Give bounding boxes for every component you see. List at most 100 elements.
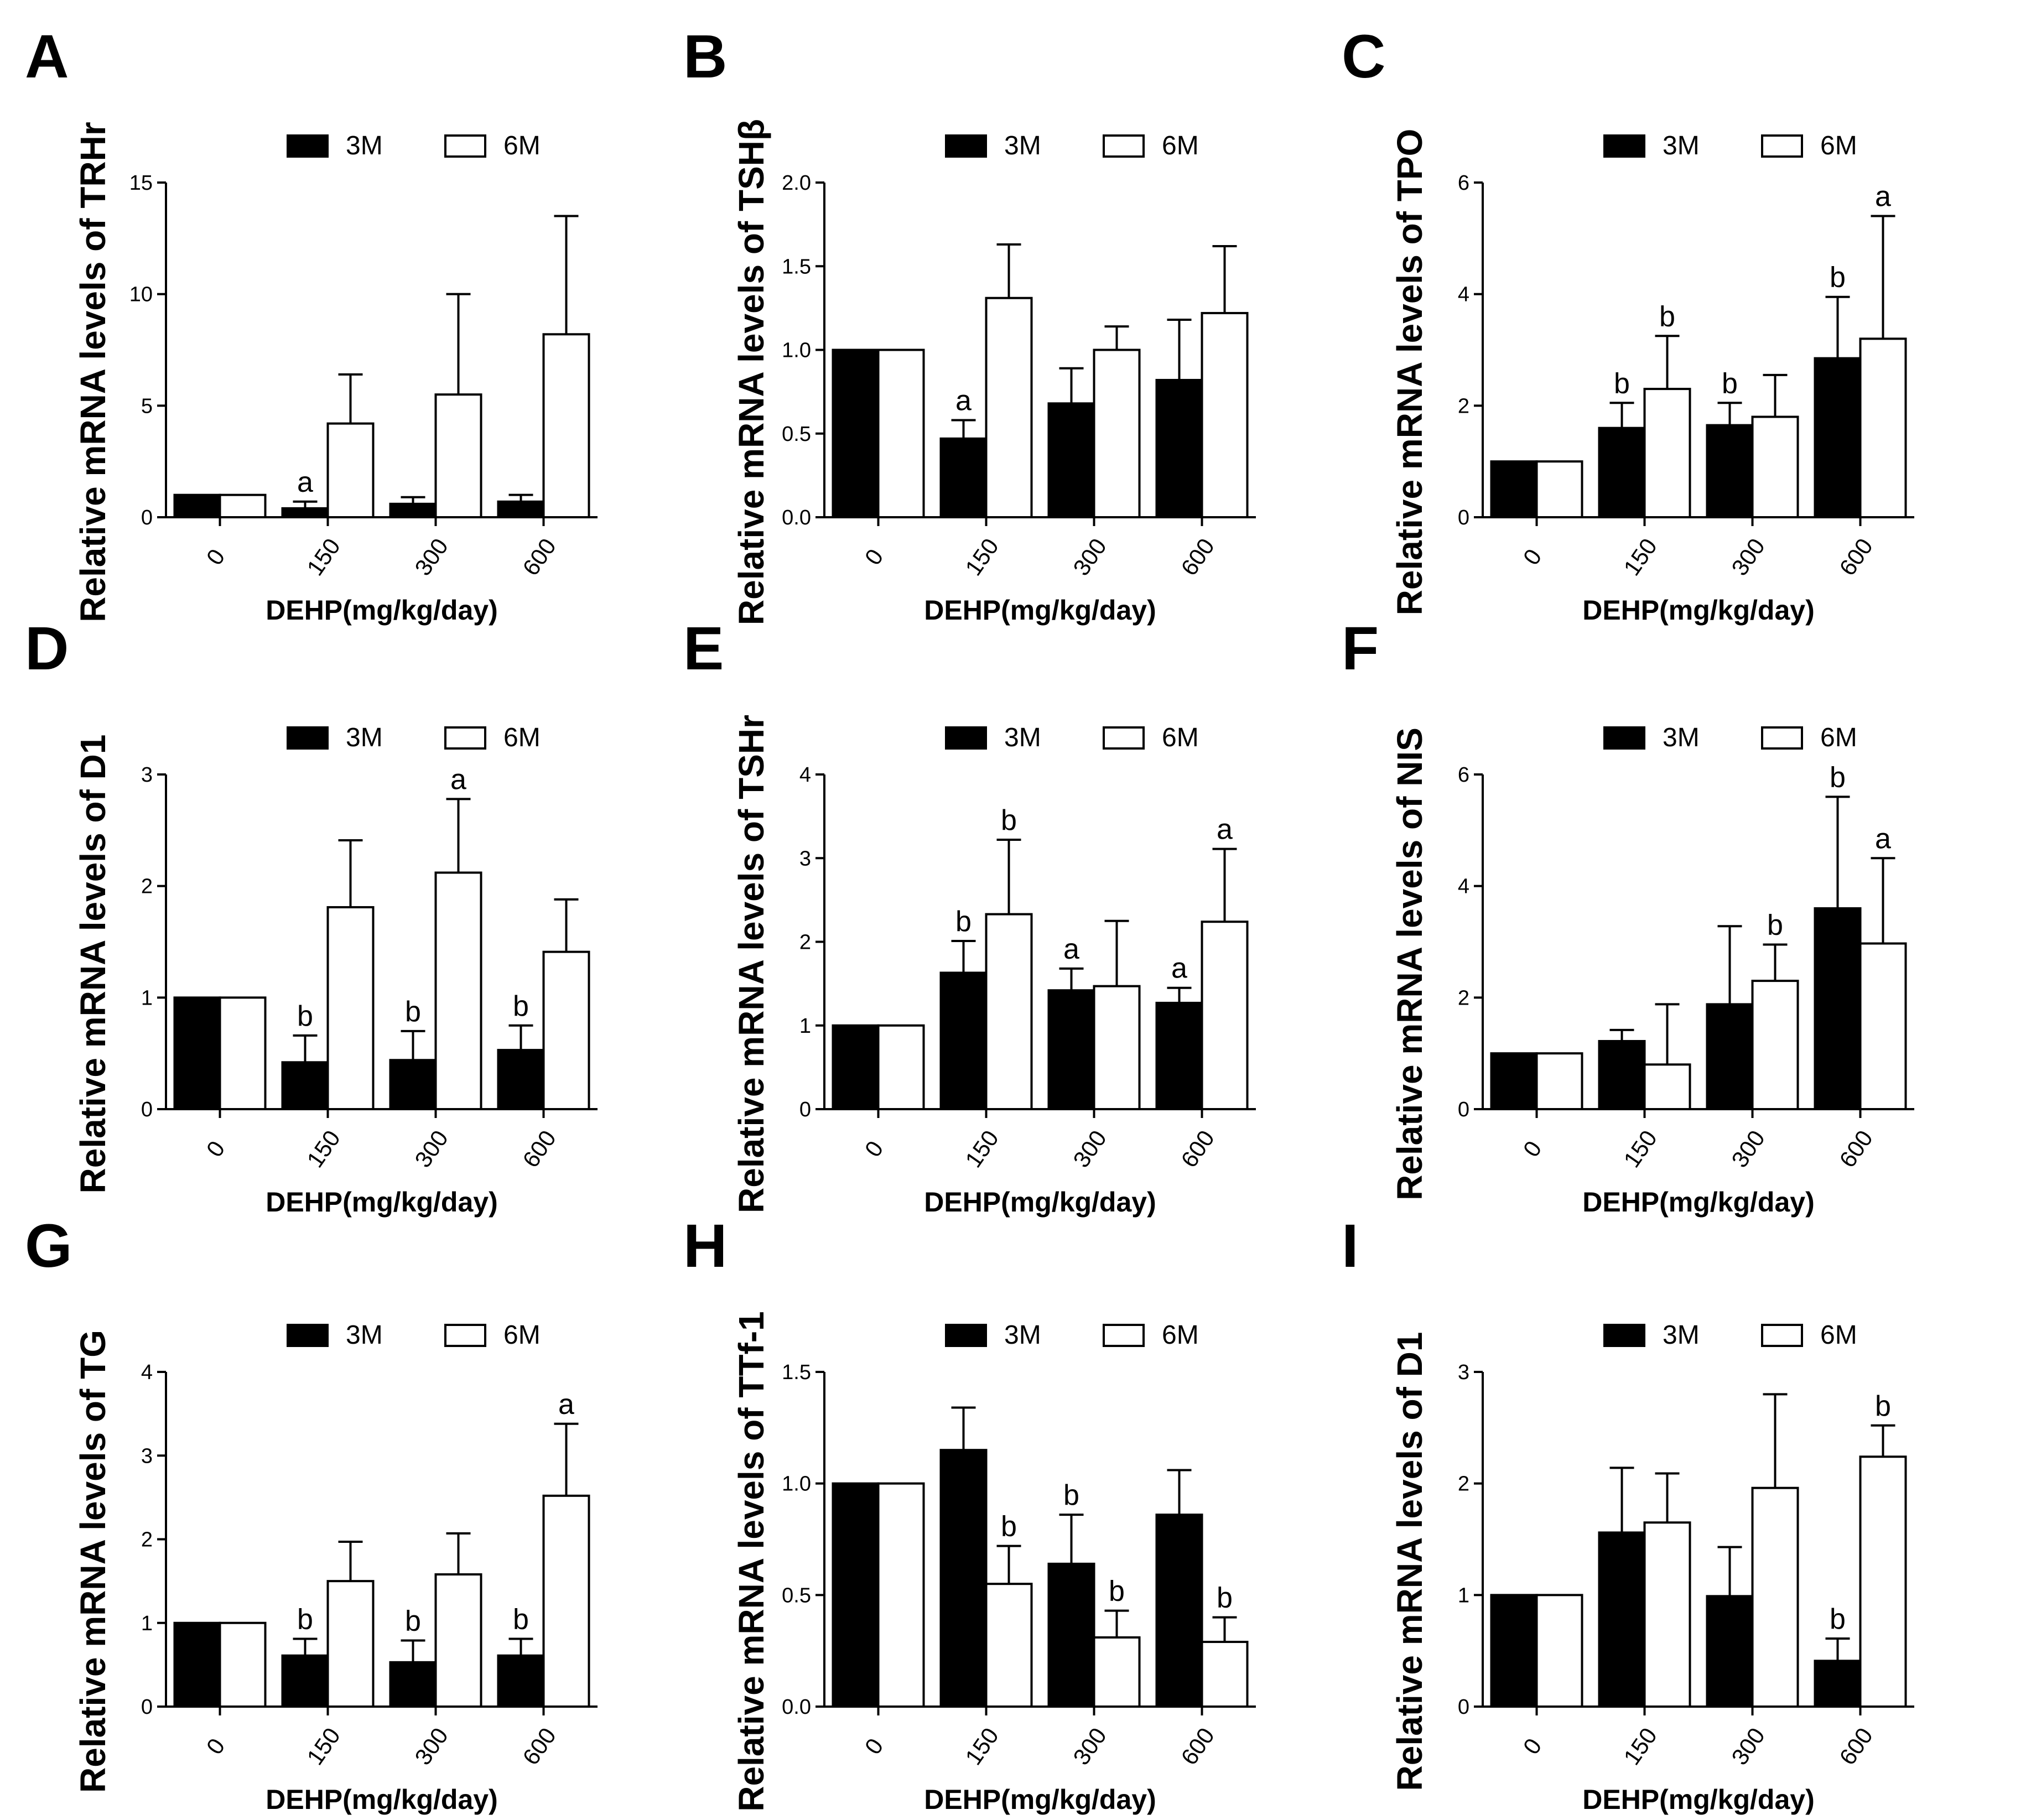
significance-letter: b [297,1000,313,1032]
x-tick-label: 600 [517,1126,561,1172]
bar-6m [1859,942,1907,1111]
x-tick-label: 600 [1176,534,1219,580]
bar-6m [219,493,267,519]
x-tick-label: 150 [302,1723,345,1770]
y-tick-label: 5 [141,394,153,418]
y-tick-label: 2.0 [782,171,811,195]
x-tick-label: 150 [302,1126,345,1172]
significance-letter: b [1875,1390,1891,1422]
significance-letter: a [955,385,972,417]
bar-3m [1047,402,1095,518]
bar-3m [497,1049,545,1111]
x-axis-label: DEHP(mg/kg/day) [924,1784,1156,1815]
bar-3m [1047,989,1095,1110]
legend-label-3m: 3M [1004,1320,1041,1350]
legend-swatch-3m [945,134,987,158]
y-tick-label: 1 [1458,1584,1469,1607]
y-tick-label: 3 [141,763,153,787]
bar-3m [1814,907,1862,1110]
bar-6m [985,1583,1033,1708]
significance-letter: b [297,1603,313,1635]
legend-swatch-3m [945,1324,987,1347]
significance-letter: b [1767,909,1783,942]
y-tick-label: 0 [1458,1098,1469,1121]
bar-6m [1093,349,1141,518]
legend-label-6m: 6M [503,723,541,752]
y-tick-label: 4 [799,763,811,787]
x-axis-label: DEHP(mg/kg/day) [266,1784,498,1815]
y-tick-label: 2 [799,931,811,954]
x-tick-label: 300 [409,534,453,580]
bar-6m [542,333,590,518]
bar-3m [1706,424,1754,518]
bar-3m [281,1061,329,1111]
panel-letter-g: G [25,1212,72,1280]
y-axis-label: Relative mRNA levels of TSHr [731,715,771,1213]
legend-swatch-6m [1761,1324,1803,1347]
x-tick-label: 0 [1518,1734,1547,1759]
x-tick-label: 300 [1726,1126,1770,1172]
bar-6m [326,422,375,518]
bar-3m [939,1449,988,1708]
legend: 3M 6M [287,723,541,752]
chart-panel-d: D Relative mRNA levels of D1 DEHP(mg/kg/da… [25,615,598,1218]
legend-label-3m: 3M [1004,131,1041,160]
panel-letter-f: F [1342,615,1379,683]
bar-3m [281,507,329,518]
x-tick-label: 600 [1176,1723,1219,1770]
significance-letter: b [1063,1479,1079,1511]
legend-swatch-6m [444,1324,486,1347]
x-axis-label: DEHP(mg/kg/day) [266,595,498,626]
x-tick-label: 600 [1834,534,1878,580]
legend-swatch-3m [287,134,329,158]
legend-label-6m: 6M [1162,131,1199,160]
bar-6m [1751,1486,1799,1708]
panel-letter-c: C [1342,23,1385,91]
y-tick-label: 2 [141,875,153,898]
bar-3m [832,349,880,518]
significance-letter: b [1109,1575,1125,1608]
bar-6m [1093,985,1141,1110]
bar-3m [389,1059,437,1111]
y-tick-label: 0.5 [782,1584,811,1607]
y-axis-label: Relative mRNA levels of D1 [1390,1332,1430,1791]
legend-label-3m: 3M [1663,131,1700,160]
bar-3m [1047,1562,1095,1708]
legend-label-6m: 6M [503,1320,541,1350]
legend-swatch-3m [1603,726,1645,750]
bar-3m [1814,1660,1862,1708]
y-tick-label: 2 [1458,1473,1469,1496]
y-axis-label: Relative mRNA levels of NIS [1390,727,1430,1200]
legend: 3M 6M [287,131,541,160]
y-tick-label: 0 [799,1098,811,1121]
y-tick-label: 0.0 [782,506,811,529]
legend-label-3m: 3M [346,723,383,752]
bar-3m [939,437,988,519]
legend: 3M 6M [945,723,1199,752]
significance-letter: a [1217,814,1233,846]
significance-letter: b [1001,804,1017,836]
bar-6m [542,1494,590,1708]
bar-6m [1643,388,1691,518]
bar-3m [1155,1514,1203,1708]
legend-swatch-3m [945,726,987,750]
y-tick-label: 15 [129,171,153,195]
bar-3m [389,502,437,518]
x-tick-label: 0 [860,1136,889,1162]
x-tick-label: 0 [860,544,889,570]
bar-3m [173,996,221,1111]
panel-letter-d: D [25,615,69,683]
bar-6m [877,349,925,518]
panel-letter-i: I [1342,1212,1359,1280]
bar-6m [542,950,590,1111]
x-tick-label: 600 [1176,1126,1219,1172]
legend-swatch-6m [1103,1324,1145,1347]
x-tick-label: 150 [960,534,1004,580]
x-tick-label: 300 [1726,534,1770,580]
significance-letter: a [558,1389,574,1421]
y-tick-label: 1.5 [782,1361,811,1384]
y-tick-label: 2 [1458,986,1469,1010]
